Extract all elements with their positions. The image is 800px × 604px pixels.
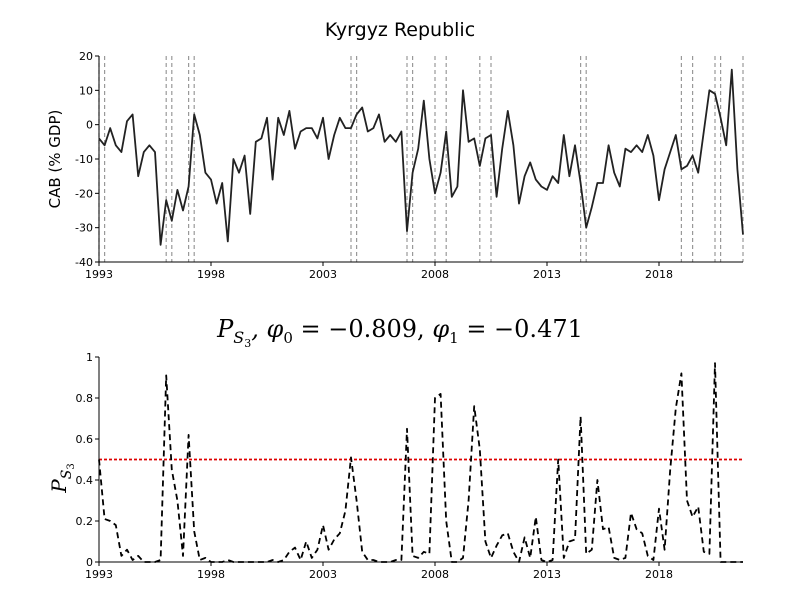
chart2-ylabel-sub3: 3: [66, 463, 77, 469]
chart1-y-tick-label: -10: [75, 153, 93, 166]
chart2-title-zero: 0: [283, 329, 293, 347]
chart2-title-phi1: φ: [432, 315, 449, 343]
chart1-x-tick-label: 2003: [309, 268, 337, 281]
chart1-title: Kyrgyz Republic: [325, 19, 475, 41]
chart2-ylabel-p: P: [47, 479, 71, 494]
chart2-title-s: S: [233, 328, 244, 347]
chart2-title-phi1-value: = −0.471: [459, 315, 583, 343]
chart2-title-phi0-value: = −0.809,: [293, 315, 432, 343]
chart2-y-tick-label: 0.2: [76, 515, 94, 528]
chart2-series-line: [98, 362, 743, 563]
chart2-x-tick-label: 1993: [85, 568, 113, 581]
chart1-x-tick-label: 2008: [421, 268, 449, 281]
chart2-x-tick-label: 2003: [309, 568, 337, 581]
chart1-y-tick-label: -20: [75, 187, 93, 200]
chart1-regime-markers: [98, 56, 744, 262]
chart2-title-p: P: [216, 315, 234, 343]
chart1-x-tick-label: 2013: [533, 268, 561, 281]
chart2-axes: 0 0.2 0.4 0.6 0.8 1 1993 1998 2003 2008 2013 2018: [76, 351, 743, 581]
chart2-title-sep: ,: [251, 315, 266, 343]
chart2-y-axis-label: PS3: [47, 463, 77, 493]
chart2-series: [98, 362, 743, 563]
chart1-x-tick-label: 2018: [645, 268, 673, 281]
chart2-y-tick-label: 1: [86, 351, 93, 364]
chart2-y-tick-label: 0.6: [76, 433, 94, 446]
chart2-x-tick-label: 1998: [197, 568, 225, 581]
chart2-title-phi0: φ: [267, 315, 284, 343]
chart2-x-tick-label: 2008: [421, 568, 449, 581]
chart2-y-tick-label: 0.8: [76, 392, 94, 405]
chart1-series: [98, 68, 744, 246]
chart1-y-tick-label: 20: [79, 50, 93, 63]
chart1-y-tick-label: 10: [79, 84, 93, 97]
chart2-x-tick-label: 2018: [645, 568, 673, 581]
chart1-series-line: [98, 68, 744, 246]
chart1-y-tick-label: -30: [75, 222, 93, 235]
chart1-x-tick-label: 1993: [85, 268, 113, 281]
chart2-y-tick-label: 0: [86, 556, 93, 569]
chart2-x-tick-label: 2013: [533, 568, 561, 581]
chart1-axes: -40 -30 -20 -10 0 10 20 1993 1998 2003 2008 2013 201…: [75, 50, 743, 281]
chart1-y-tick-label: -40: [75, 256, 93, 269]
chart2-title-sub3: 3: [244, 337, 251, 350]
chart1-y-axis-label: CAB (% GDP): [46, 110, 64, 209]
chart2-y-tick-label: 0.4: [76, 474, 94, 487]
chart2-title: PS3, φ0 = −0.809, φ1 = −0.471: [216, 315, 583, 350]
chart2-ylabel-s: S: [59, 470, 75, 480]
chart1-x-tick-label: 1998: [197, 268, 225, 281]
chart2-title-one: 1: [449, 329, 459, 347]
chart1-y-tick-label: 0: [86, 119, 93, 132]
